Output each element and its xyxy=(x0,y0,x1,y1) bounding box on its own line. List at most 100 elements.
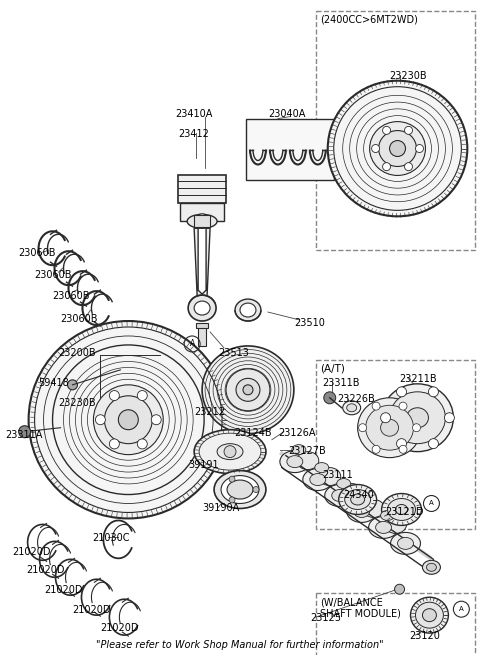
Circle shape xyxy=(429,387,438,397)
Ellipse shape xyxy=(243,385,253,395)
Circle shape xyxy=(109,390,120,401)
Text: 21020D: 21020D xyxy=(26,565,65,575)
Ellipse shape xyxy=(370,121,425,175)
Circle shape xyxy=(137,390,147,401)
Ellipse shape xyxy=(422,609,436,622)
Ellipse shape xyxy=(379,131,417,167)
Ellipse shape xyxy=(351,494,365,505)
Ellipse shape xyxy=(347,404,357,412)
Ellipse shape xyxy=(381,510,395,520)
Ellipse shape xyxy=(407,408,429,428)
Circle shape xyxy=(396,387,407,397)
Ellipse shape xyxy=(426,564,436,571)
Circle shape xyxy=(229,497,235,503)
Ellipse shape xyxy=(325,485,355,506)
Ellipse shape xyxy=(410,597,448,633)
Text: 23121D: 23121D xyxy=(385,508,424,518)
Ellipse shape xyxy=(227,480,253,499)
Text: 21020D: 21020D xyxy=(12,547,51,558)
Text: 23211B: 23211B xyxy=(399,374,437,384)
Ellipse shape xyxy=(397,537,413,549)
Ellipse shape xyxy=(336,479,351,489)
Ellipse shape xyxy=(187,215,217,228)
Text: 23126A: 23126A xyxy=(278,428,315,438)
Circle shape xyxy=(429,439,438,449)
Bar xyxy=(316,593,475,656)
Ellipse shape xyxy=(358,398,421,458)
Circle shape xyxy=(399,445,407,453)
Ellipse shape xyxy=(369,516,398,539)
Ellipse shape xyxy=(359,495,372,504)
Text: 23412: 23412 xyxy=(178,129,209,138)
Bar xyxy=(316,360,475,529)
Circle shape xyxy=(399,402,407,410)
Circle shape xyxy=(372,445,380,453)
Circle shape xyxy=(405,127,412,134)
Circle shape xyxy=(372,402,380,410)
Ellipse shape xyxy=(310,474,326,485)
Circle shape xyxy=(19,426,31,438)
Ellipse shape xyxy=(197,214,207,223)
Ellipse shape xyxy=(396,504,408,514)
Circle shape xyxy=(383,163,391,171)
Ellipse shape xyxy=(382,493,421,525)
Ellipse shape xyxy=(192,209,212,227)
Circle shape xyxy=(412,424,420,432)
Ellipse shape xyxy=(366,405,413,450)
Text: 23127B: 23127B xyxy=(288,445,325,456)
Text: 23311B: 23311B xyxy=(322,378,359,388)
Ellipse shape xyxy=(319,468,341,485)
Text: 21020D: 21020D xyxy=(45,585,83,595)
Text: 24340: 24340 xyxy=(344,489,374,499)
Ellipse shape xyxy=(384,516,407,533)
Text: 23311A: 23311A xyxy=(6,430,43,440)
Ellipse shape xyxy=(217,443,243,460)
Bar xyxy=(180,203,224,221)
Circle shape xyxy=(396,439,407,449)
Circle shape xyxy=(395,584,405,594)
Bar xyxy=(178,175,226,203)
Ellipse shape xyxy=(328,81,468,216)
Ellipse shape xyxy=(387,499,416,520)
Ellipse shape xyxy=(422,560,441,574)
Ellipse shape xyxy=(226,369,270,411)
Ellipse shape xyxy=(341,483,363,501)
Circle shape xyxy=(253,487,259,493)
Circle shape xyxy=(372,144,380,152)
Ellipse shape xyxy=(235,299,261,321)
Ellipse shape xyxy=(382,384,454,451)
Ellipse shape xyxy=(194,301,210,315)
Bar xyxy=(246,119,334,180)
Bar xyxy=(316,11,475,250)
Ellipse shape xyxy=(297,451,319,470)
Ellipse shape xyxy=(280,451,310,472)
Ellipse shape xyxy=(354,506,370,518)
Circle shape xyxy=(224,445,236,458)
Text: 23111: 23111 xyxy=(322,470,352,480)
Circle shape xyxy=(96,415,106,424)
Ellipse shape xyxy=(195,216,209,226)
Ellipse shape xyxy=(339,485,377,514)
Text: 23410A: 23410A xyxy=(175,109,213,119)
Text: 23060B: 23060B xyxy=(52,291,90,301)
Circle shape xyxy=(381,413,391,422)
Text: 23200B: 23200B xyxy=(59,348,96,358)
Text: 23212: 23212 xyxy=(194,407,225,417)
Text: A: A xyxy=(190,339,195,348)
Bar xyxy=(196,323,208,328)
Ellipse shape xyxy=(416,602,444,628)
Text: 23124B: 23124B xyxy=(234,428,272,438)
Bar xyxy=(198,326,206,346)
Text: 23060B: 23060B xyxy=(35,270,72,280)
Ellipse shape xyxy=(202,346,294,434)
Text: 23125: 23125 xyxy=(310,613,341,623)
Ellipse shape xyxy=(363,499,384,518)
Polygon shape xyxy=(194,228,210,300)
Ellipse shape xyxy=(292,445,306,455)
Ellipse shape xyxy=(240,303,256,317)
Ellipse shape xyxy=(194,430,266,474)
Text: 23513: 23513 xyxy=(218,348,249,358)
Text: 21020D: 21020D xyxy=(72,605,111,615)
Text: 59418: 59418 xyxy=(38,378,69,388)
Text: (A/T): (A/T) xyxy=(320,364,345,374)
